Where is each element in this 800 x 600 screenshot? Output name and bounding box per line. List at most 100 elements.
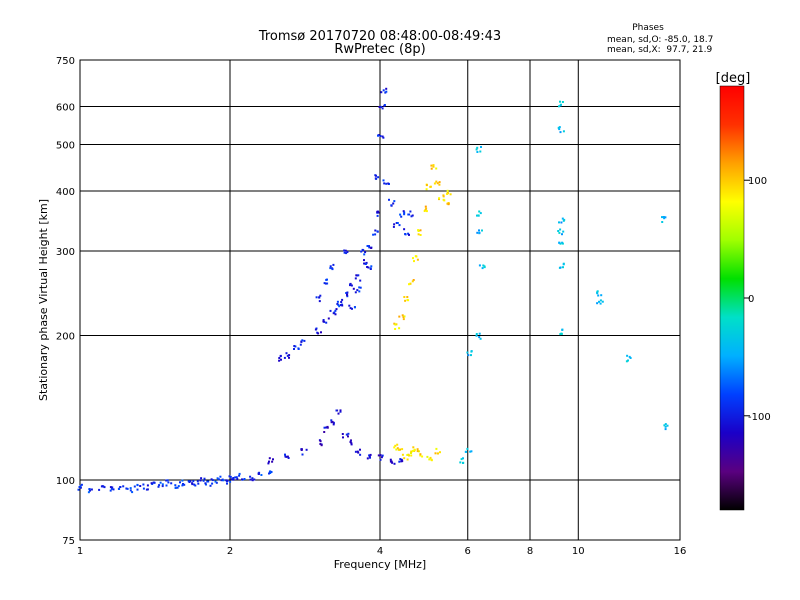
data-point [90,488,93,491]
stats-heading: Phases [632,23,664,33]
data-point [284,455,287,458]
data-point [226,482,228,485]
data-point [432,165,435,168]
data-point [339,410,342,413]
data-point [351,307,353,310]
data-point [419,229,422,232]
data-point [625,360,628,363]
data-point [193,483,196,486]
data-point [558,128,561,131]
data-point [600,294,603,297]
data-point [376,214,379,217]
data-point [339,409,342,412]
y-tick-label: 75 [62,536,75,547]
data-point [174,484,177,487]
data-point [354,277,357,280]
data-point [411,280,414,283]
data-point [462,461,465,464]
data-point [557,230,560,232]
data-point [181,479,184,482]
data-point [119,486,122,488]
data-point [425,184,428,187]
data-point [305,448,308,451]
data-point [161,483,164,486]
data-point [204,482,207,485]
colorbar [719,85,745,511]
x-axis-label: Frequency [MHz] [334,558,426,571]
colorbar-label: [deg] [716,71,751,86]
data-point [359,448,361,451]
data-point [408,454,410,457]
data-point [251,479,254,482]
data-point [438,183,441,186]
data-point [260,474,263,476]
data-point [345,433,348,436]
data-point [370,247,373,249]
data-point [369,456,371,459]
data-point [393,446,396,449]
data-point [257,472,260,475]
data-point [661,221,664,223]
data-point [350,443,353,446]
data-point [181,484,184,487]
data-point [419,234,422,236]
data-point [79,486,82,489]
colorbar-tick-label: -100 [748,412,771,423]
data-point [561,217,564,220]
data-point [446,193,449,195]
data-point [408,233,410,236]
data-point [562,130,565,133]
data-point [559,104,562,107]
data-point [398,315,401,318]
data-point [194,484,197,487]
data-point [394,323,397,326]
x-tick-label: 2 [227,546,233,557]
data-point [269,472,272,474]
data-point [323,431,326,433]
data-point [166,479,169,482]
data-point [598,300,600,303]
data-point [215,481,218,484]
data-point [596,290,599,293]
data-point [279,354,282,357]
data-point [153,481,156,484]
data-point [142,487,145,490]
y-axis-label: Stationary phase Virtual Height [km] [37,199,50,401]
data-point [110,487,113,490]
data-point [357,274,360,277]
data-point [214,480,217,483]
y-tick-label: 500 [56,141,75,152]
data-point [300,340,303,343]
data-point [470,350,473,353]
data-point [411,449,414,452]
data-point [196,480,199,483]
data-point [460,458,463,461]
data-point [404,299,407,302]
data-point [408,283,410,286]
data-point [354,291,357,294]
data-point [424,208,427,211]
data-point [139,485,142,487]
data-point [409,282,412,285]
data-point [482,264,485,267]
data-point [235,476,238,479]
data-point [217,478,220,481]
data-point [393,322,396,325]
data-point [87,491,90,494]
data-point [446,189,449,192]
data-point [109,489,112,492]
data-point [558,105,560,108]
data-point [381,107,384,110]
y-tick-label: 200 [56,332,75,343]
data-point [447,202,450,204]
data-point [314,328,317,331]
data-point [333,311,336,314]
data-point [111,486,114,489]
data-point [459,461,462,464]
data-point [449,193,452,196]
data-point [664,216,667,219]
data-point [443,199,446,202]
data-point [664,428,667,431]
data-point [368,246,371,249]
data-point [374,229,377,232]
